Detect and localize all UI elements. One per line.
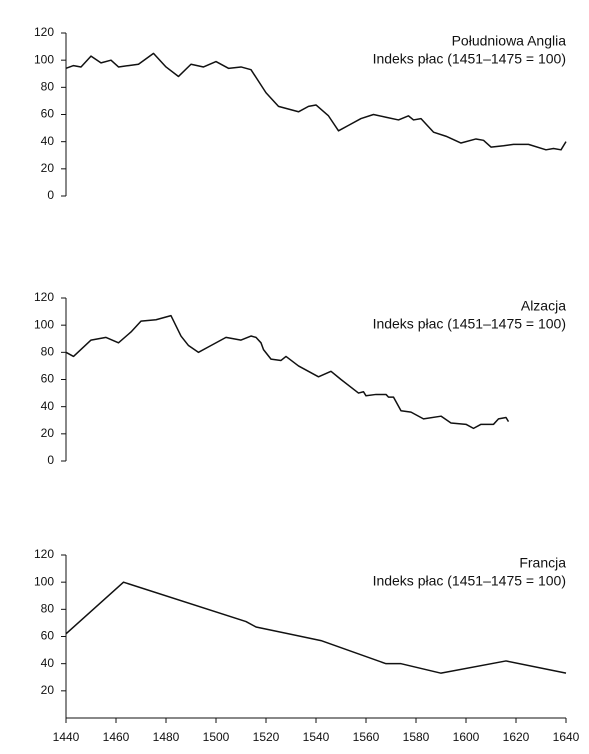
x-tick-label: 1560 (353, 730, 380, 744)
series-line (65, 314, 510, 430)
y-tick-label: 60 (41, 107, 55, 121)
y-tick-label: 0 (47, 453, 54, 467)
chart-title: Francja (519, 555, 566, 571)
x-tick-label: 1480 (153, 730, 180, 744)
chart-subtitle: Indeks płac (1451–1475 = 100) (373, 51, 566, 67)
y-tick-label: 60 (41, 372, 55, 386)
x-tick-label: 1460 (103, 730, 130, 744)
y-tick-label: 80 (41, 602, 55, 616)
y-tick-label: 100 (34, 574, 54, 588)
y-tick-label: 40 (41, 399, 55, 413)
x-tick-label: 1540 (303, 730, 330, 744)
y-tick-label: 100 (34, 317, 54, 331)
x-tick-label: 1620 (503, 730, 530, 744)
x-tick-label: 1520 (253, 730, 280, 744)
x-tick-label: 1640 (553, 730, 580, 744)
y-tick-label: 60 (41, 629, 55, 643)
y-tick-label: 20 (41, 161, 55, 175)
series-line (65, 52, 567, 151)
y-tick-label: 20 (41, 426, 55, 440)
y-tick-label: 80 (41, 80, 55, 94)
y-tick-label: 120 (34, 290, 54, 304)
y-tick-label: 40 (41, 656, 55, 670)
chart-title: Południowa Anglia (452, 33, 567, 49)
series-line (65, 581, 567, 674)
y-tick-label: 20 (41, 683, 55, 697)
x-tick-label: 1600 (453, 730, 480, 744)
chart-subtitle: Indeks płac (1451–1475 = 100) (373, 316, 566, 332)
y-tick-label: 40 (41, 134, 55, 148)
chart-subtitle: Indeks płac (1451–1475 = 100) (373, 573, 566, 589)
y-tick-label: 0 (47, 188, 54, 202)
y-tick-label: 80 (41, 345, 55, 359)
x-tick-label: 1500 (203, 730, 230, 744)
y-tick-label: 120 (34, 547, 54, 561)
x-tick-label: 1440 (53, 730, 80, 744)
y-tick-label: 120 (34, 25, 54, 39)
x-tick-label: 1580 (403, 730, 430, 744)
y-tick-label: 100 (34, 52, 54, 66)
chart-title: Alzacja (521, 298, 566, 314)
